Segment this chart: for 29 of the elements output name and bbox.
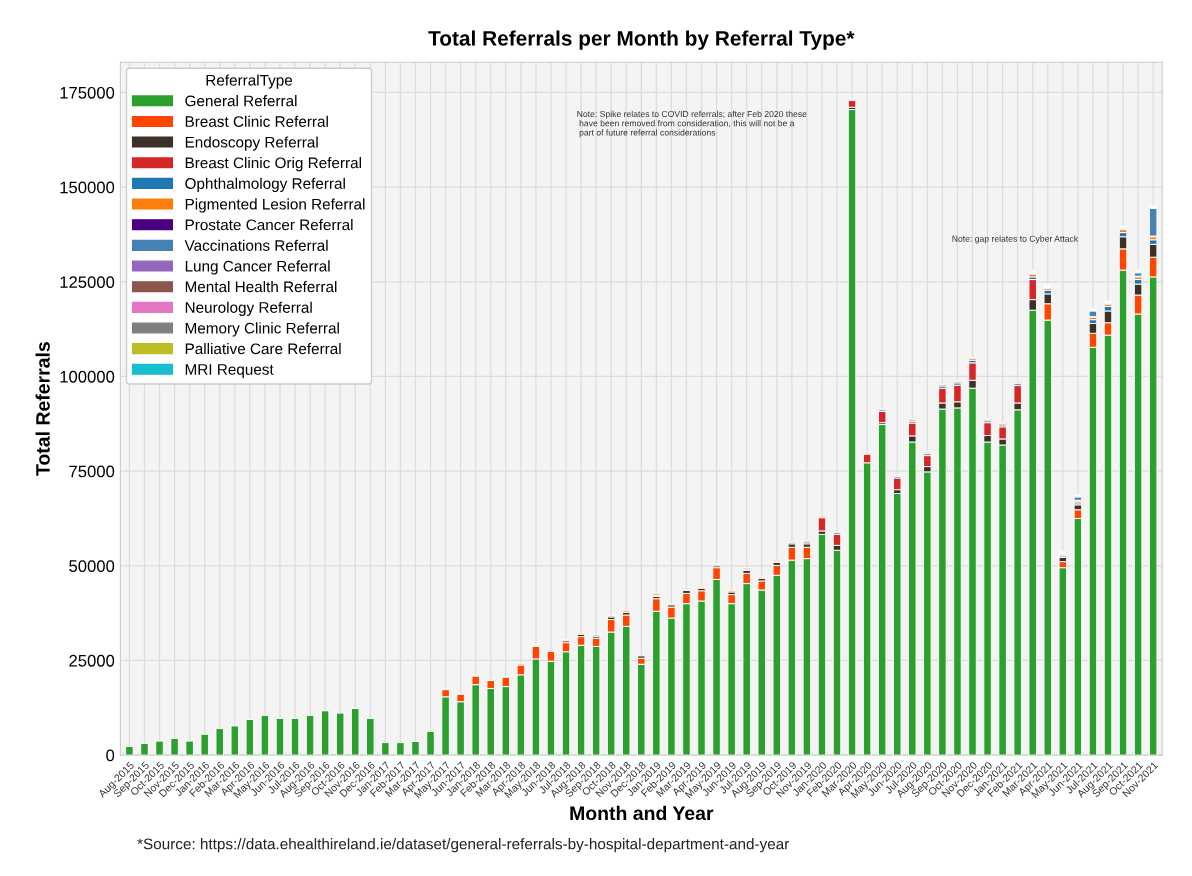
annotation: Note: gap relates to Cyber Attack <box>952 235 1079 244</box>
legend-label: Pigmented Lesion Referral <box>185 198 365 213</box>
y-axis-title: Total Referrals <box>35 342 50 476</box>
legend-label: Memory Clinic Referral <box>185 322 339 337</box>
y-tick-label: 175000 <box>60 86 115 99</box>
y-tick-label: 0 <box>106 749 115 762</box>
chart-title: Total Referrals per Month by Referral Type* <box>428 30 855 50</box>
y-tick-label: 125000 <box>60 276 115 289</box>
y-tick-label: 25000 <box>69 654 115 667</box>
y-tick-label: 75000 <box>69 465 115 478</box>
text: *Source: https://data.ehealthireland.ie/dataset/general-referrals-by-hospital-department-and-year <box>137 838 790 853</box>
annotation: Note: Spike relates to COVID referrals; after Feb 2020 these have been removed from consideration, this will not be a part of future referral considerations <box>577 110 807 138</box>
legend-label: Endoscopy Referral <box>185 136 318 151</box>
legend-label: Prostate Cancer Referral <box>185 219 353 231</box>
legend-title: ReferralType <box>206 74 293 89</box>
legend-label: General Referral <box>185 95 297 107</box>
legend-label: MRI Request <box>185 364 274 378</box>
legend-label: Ophthalmology Referral <box>185 177 345 192</box>
y-tick-label: 150000 <box>60 181 115 194</box>
y-tick-label: 100000 <box>60 370 115 383</box>
legend-label: Neurology Referral <box>185 301 312 316</box>
legend-label: Breast Clinic Orig Referral <box>185 157 361 172</box>
legend-label: Lung Cancer Referral <box>185 260 330 275</box>
legend-label: Vaccinations Referral <box>184 239 328 251</box>
y-tick-label: 50000 <box>69 560 115 572</box>
legend-label: Mental Health Referral <box>185 281 337 293</box>
legend-label: Palliative Care Referral <box>185 342 341 355</box>
legend-label: Breast Clinic Referral <box>185 115 328 127</box>
x-axis-title: Month and Year <box>570 805 714 821</box>
